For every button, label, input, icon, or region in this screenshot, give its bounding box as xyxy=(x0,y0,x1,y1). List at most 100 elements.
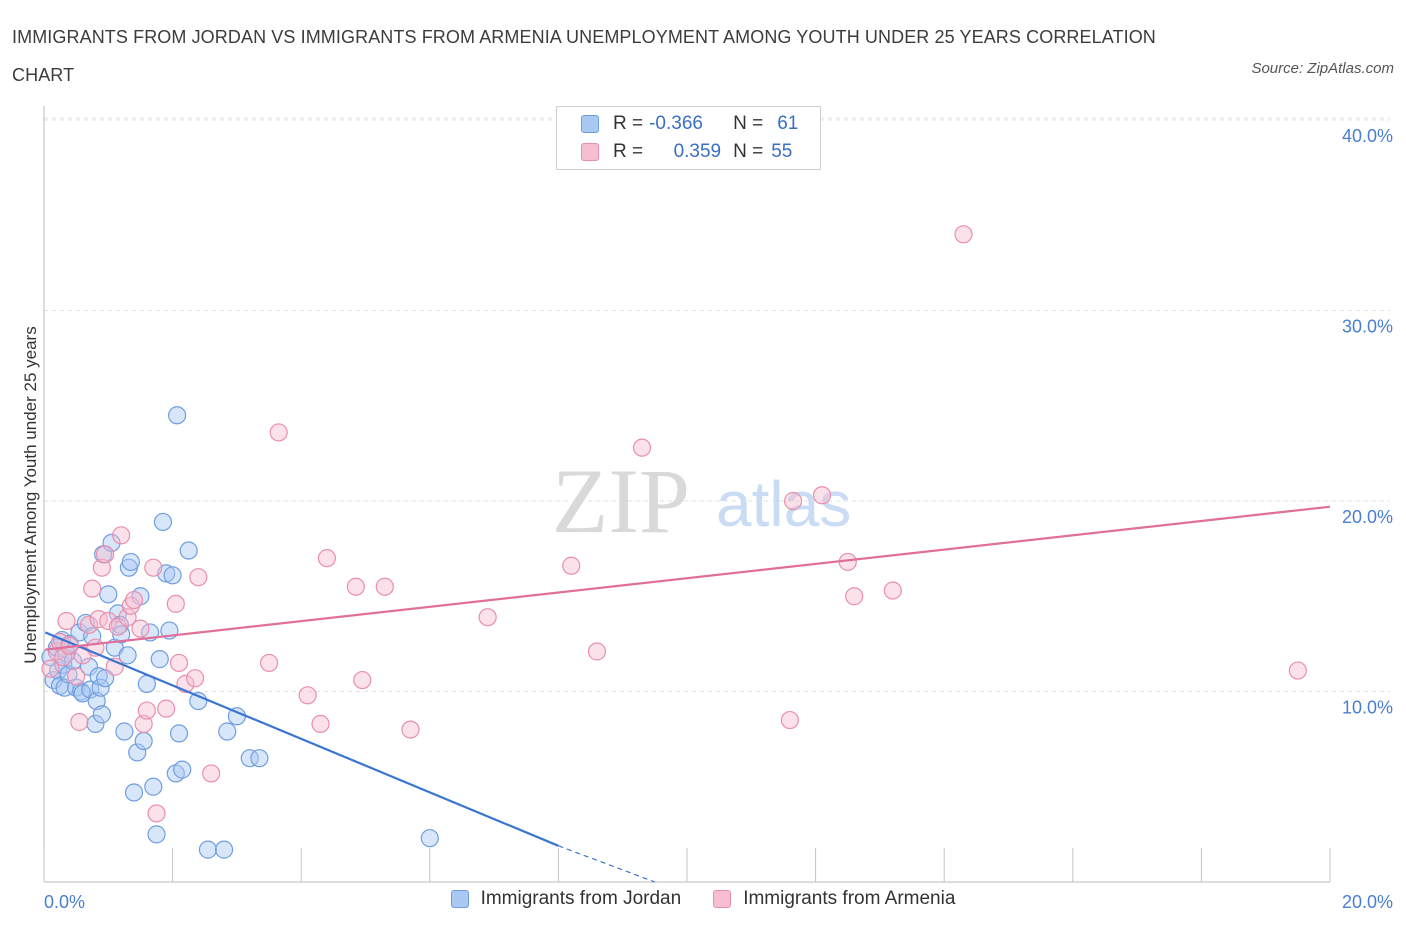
point-jordan xyxy=(89,667,108,686)
point-jordan xyxy=(128,743,147,762)
x-tick-label: 20.0% xyxy=(1342,892,1393,912)
point-armenia xyxy=(169,653,189,673)
point-armenia xyxy=(57,611,76,631)
point-jordan xyxy=(121,552,140,572)
point-armenia xyxy=(134,714,153,733)
point-jordan xyxy=(420,829,439,848)
point-armenia xyxy=(92,558,111,577)
trend-line-jordan-dashed xyxy=(558,845,656,883)
point-armenia xyxy=(346,577,365,596)
point-armenia xyxy=(587,642,607,661)
point-armenia xyxy=(375,577,394,596)
watermark: ZIP atlas xyxy=(552,450,851,552)
point-jordan xyxy=(118,646,137,665)
point-armenia xyxy=(186,669,205,688)
jordan-swatch xyxy=(581,115,599,133)
point-jordan xyxy=(169,724,189,743)
point-jordan xyxy=(92,705,111,724)
point-armenia xyxy=(189,568,208,587)
data-points xyxy=(41,225,1307,859)
point-jordan xyxy=(153,512,173,532)
point-jordan xyxy=(91,678,110,697)
y-tick-label: 20.0% xyxy=(1342,507,1393,527)
point-jordan xyxy=(115,722,134,741)
y-tick-label: 10.0% xyxy=(1342,698,1393,718)
chart-title: IMMIGRANTS FROM JORDAN VS IMMIGRANTS FRO… xyxy=(12,27,1156,85)
point-armenia xyxy=(883,581,902,600)
trend-lines xyxy=(44,505,1331,883)
point-jordan xyxy=(124,783,144,802)
legend-item-jordan[interactable]: Immigrants from Jordan xyxy=(450,888,681,910)
point-jordan xyxy=(134,731,153,751)
point-armenia xyxy=(812,486,832,505)
point-armenia xyxy=(845,587,864,606)
point-armenia xyxy=(783,491,803,511)
point-jordan xyxy=(147,825,166,844)
point-armenia xyxy=(478,608,497,627)
point-armenia xyxy=(83,579,102,598)
point-armenia xyxy=(269,423,288,442)
point-jordan xyxy=(250,749,269,768)
point-armenia xyxy=(298,686,317,705)
point-jordan xyxy=(63,651,83,671)
point-armenia xyxy=(99,611,118,631)
point-armenia xyxy=(70,712,89,732)
point-armenia xyxy=(202,764,221,783)
point-jordan xyxy=(240,749,259,768)
grid-lines xyxy=(44,117,1390,692)
point-armenia xyxy=(41,659,60,678)
point-armenia xyxy=(166,594,185,613)
point-armenia xyxy=(317,549,337,568)
n-label: N = xyxy=(733,141,764,162)
point-jordan xyxy=(218,722,237,741)
point-jordan xyxy=(214,840,234,859)
point-armenia xyxy=(118,608,137,627)
stats-row-jordan: R = -0.366 N = 61 xyxy=(581,110,798,138)
point-armenia xyxy=(112,526,131,545)
y-tick-label: 40.0% xyxy=(1342,126,1393,146)
point-armenia xyxy=(780,710,799,730)
point-armenia xyxy=(311,714,330,733)
point-armenia xyxy=(259,653,279,673)
point-jordan xyxy=(144,777,163,796)
point-armenia xyxy=(124,590,144,610)
y-tick-label: 30.0% xyxy=(1342,317,1393,337)
point-jordan xyxy=(198,840,218,859)
legend-label-armenia: Immigrants from Armenia xyxy=(743,888,956,909)
n-value: 55 xyxy=(771,141,793,162)
legend-swatch-armenia xyxy=(713,890,732,908)
legend-swatch-jordan xyxy=(450,890,469,908)
r-label: R = xyxy=(613,141,644,162)
point-armenia xyxy=(79,615,99,634)
point-jordan xyxy=(102,533,121,553)
legend-item-armenia[interactable]: Immigrants from Armenia xyxy=(713,888,955,910)
point-armenia xyxy=(108,617,128,636)
point-jordan xyxy=(179,541,198,560)
x-tick-label: 0.0% xyxy=(44,892,85,912)
r-value: -0.366 xyxy=(649,113,703,134)
point-armenia xyxy=(144,558,163,577)
point-armenia xyxy=(632,438,652,457)
watermark-zip: ZIP xyxy=(552,450,690,552)
point-armenia xyxy=(1288,661,1307,680)
point-armenia xyxy=(121,596,140,615)
point-armenia xyxy=(157,699,176,718)
series-legend: Immigrants from Jordan Immigrants from A… xyxy=(0,888,1406,910)
point-armenia xyxy=(353,670,372,690)
point-armenia xyxy=(95,545,115,564)
armenia-swatch xyxy=(581,143,599,161)
point-jordan xyxy=(163,566,182,585)
point-armenia xyxy=(67,667,86,686)
point-armenia xyxy=(562,556,581,575)
tick-labels: 10.0% 20.0% 30.0% 40.0% 0.0% 20.0% xyxy=(44,126,1393,912)
stats-row-armenia: R = 0.359 N = 55 xyxy=(581,138,792,166)
watermark-atlas: atlas xyxy=(716,468,851,540)
point-jordan xyxy=(86,714,105,733)
point-armenia xyxy=(954,225,973,244)
point-jordan xyxy=(168,406,187,425)
stats-legend-box: R = -0.366 N = 61 R = 0.359 N = 55 xyxy=(556,106,821,170)
point-jordan xyxy=(79,657,99,676)
point-armenia xyxy=(137,701,156,720)
r-label: R = xyxy=(613,113,644,134)
